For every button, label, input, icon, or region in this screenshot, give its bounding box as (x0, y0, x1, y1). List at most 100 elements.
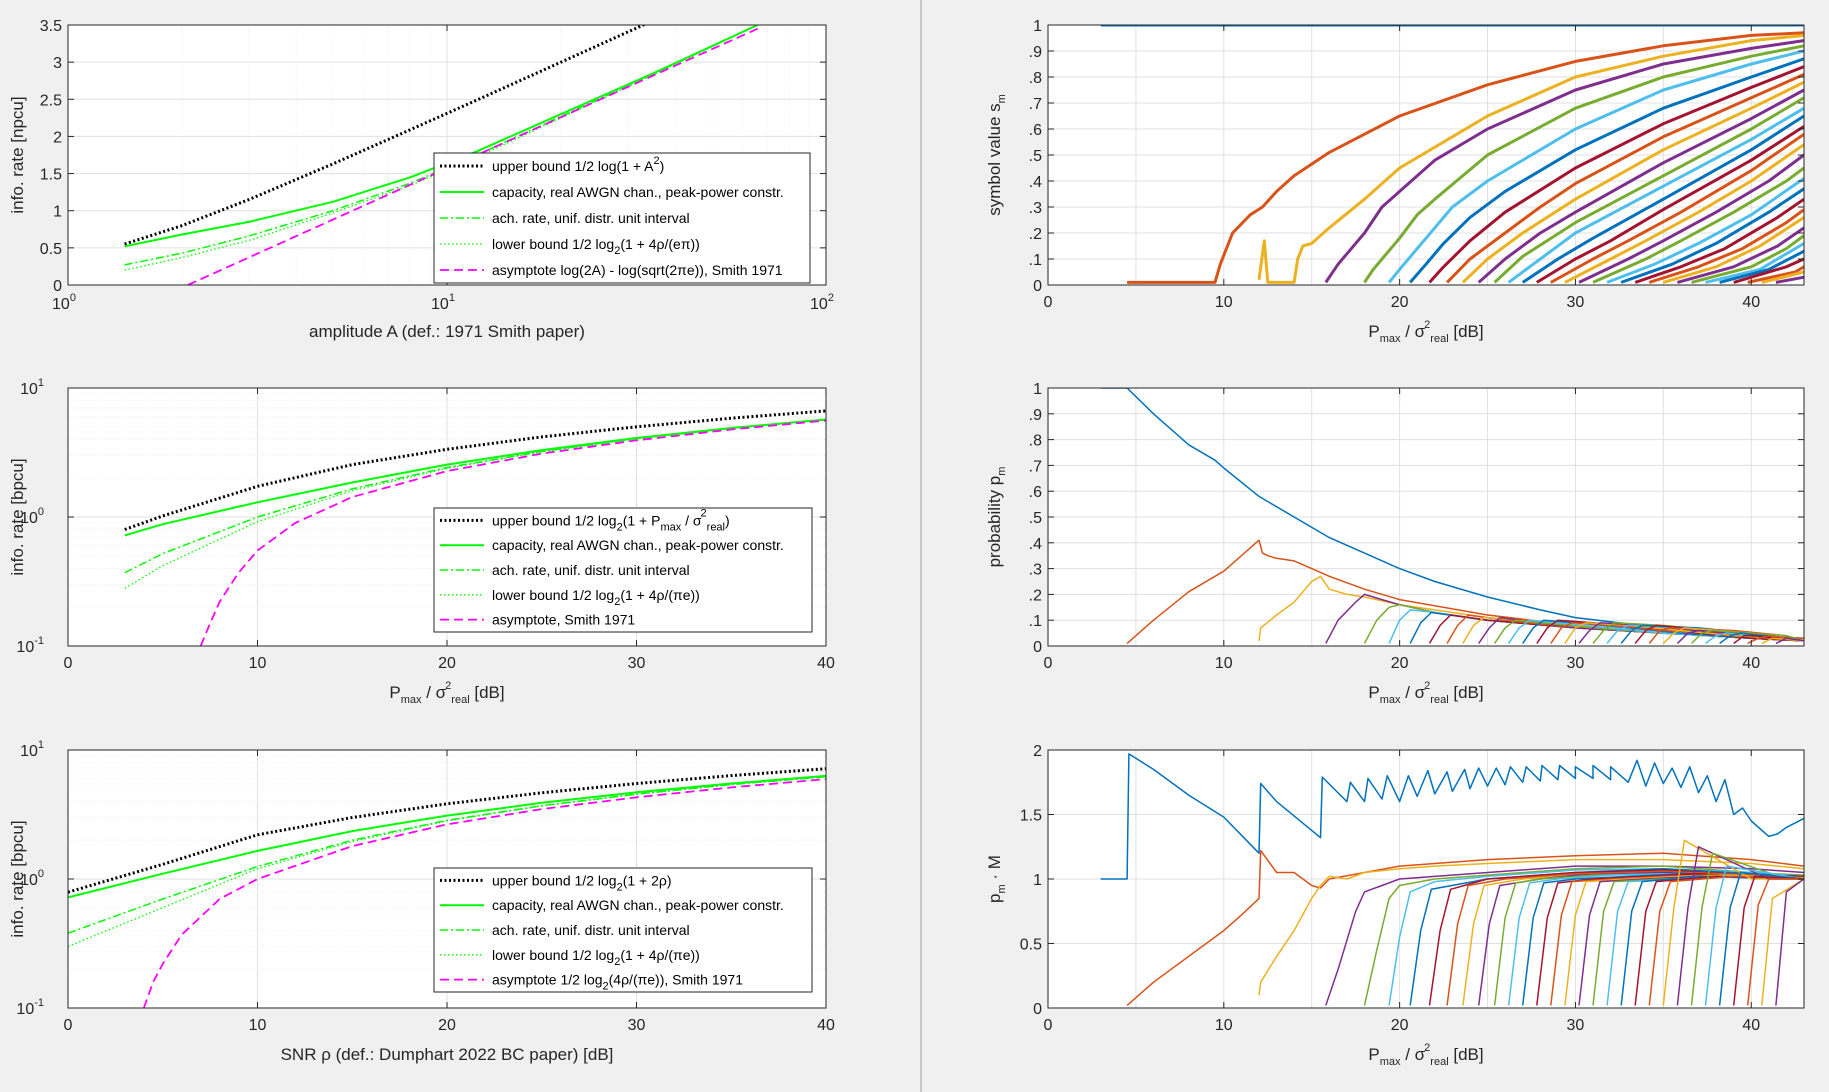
series-line-2 (1126, 849, 1804, 1006)
legend[interactable]: upper bound 1/2 log(1 + A2) capacity, rea… (433, 152, 811, 284)
y-axis-label: info. rate [bpcu] (8, 458, 27, 575)
series-line-1 (1100, 388, 1804, 640)
series-line-3 (124, 25, 758, 266)
series-line-27 (1704, 865, 1804, 1006)
x-axis-label: Pmax / σ2real [dB] (389, 680, 504, 706)
y-tick-label: 0 (1033, 278, 1042, 295)
series-line-9 (1446, 73, 1804, 284)
y-axis-label-group: pm · M (985, 855, 1008, 903)
series-line-28 (1719, 249, 1804, 284)
y-tick-label: 1 (53, 204, 62, 221)
x-axis-label: Pmax / σ2real [dB] (1368, 680, 1483, 706)
series-line-32 (1775, 637, 1804, 645)
series-line-5 (1363, 44, 1804, 284)
series-line-18 (1578, 153, 1804, 284)
y-axis-label-group: info. rate [npcu] (8, 96, 27, 213)
x-tick-label: 20 (438, 1017, 456, 1034)
y-tick-label: 0 (1033, 639, 1042, 656)
series-line-16 (1550, 132, 1804, 284)
chart-right-3: 0 10 20 30 40 0 0.5 1 1.5 2 Pmax / σ2real [dB] pm ·… (985, 743, 1805, 1068)
chart-left-1: 100 101 102 0 0.5 1 1.5 2 2.5 3 3.5 amplitude A (de… (8, 18, 834, 341)
legend-entry-label: upper bound 1/2 log(1 + A2) (492, 155, 664, 174)
y-tick-label: 10-1 (16, 635, 44, 656)
series-line-5 (142, 778, 826, 1008)
legend-entry-label: asymptote 1/2 log2(4ρ/(πe)), Smith 1971 (492, 972, 743, 993)
chart-right-1: 0 10 20 30 40 0 .1 .2 .3 .4 .5 .6 .7 .8 .9 1 Pmax / σ2re… (985, 18, 1805, 345)
y-tick-label: 0.5 (1020, 937, 1042, 954)
y-tick-label: .9 (1029, 407, 1042, 424)
series-line-2 (124, 25, 759, 248)
chart-right-2: 0 10 20 30 40 0 .1 .2 .3 .4 .5 .6 .7 .8 .9 1 Pmax / σ2re… (985, 381, 1805, 706)
y-axis-label-group: probability pm (985, 467, 1008, 568)
pane-divider[interactable] (920, 0, 922, 1092)
series-line-14 (1521, 114, 1804, 284)
legend[interactable]: upper bound 1/2 log2(1 + 2ρ) capacity, re… (433, 867, 813, 993)
x-tick-label: 30 (1567, 655, 1585, 672)
series-line-5 (199, 419, 826, 646)
x-tick-label: 30 (1567, 294, 1585, 311)
y-axis-label: symbol value sm (985, 94, 1008, 216)
x-tick-label: 101 (431, 292, 455, 313)
x-tick-label: 102 (810, 292, 834, 313)
x-tick-label: 30 (628, 655, 646, 672)
y-axis-label-group: info. rate [bpcu] (8, 458, 27, 575)
x-tick-label: 20 (1391, 1017, 1409, 1034)
y-tick-label: 2.5 (40, 92, 62, 109)
x-tick-label: 40 (817, 1017, 835, 1034)
series-group (1100, 753, 1804, 1006)
series-line-1 (124, 409, 826, 531)
y-tick-label: .2 (1029, 587, 1042, 604)
y-axis-label: pm · M (985, 855, 1008, 903)
y-tick-label: 3 (53, 55, 62, 72)
y-tick-label: 2 (53, 129, 62, 146)
series-line-32 (1775, 878, 1804, 1006)
series-line-31 (1761, 878, 1804, 1006)
series-line-4 (1324, 39, 1804, 284)
series-line-4 (68, 776, 826, 948)
y-tick-label: .8 (1029, 70, 1042, 87)
chart-left-3: 0 10 20 30 40 10-1 100 101 SNR ρ (def.: Dumphart… (8, 739, 835, 1064)
series-line-1 (124, 25, 647, 246)
y-tick-label: .5 (1029, 510, 1042, 527)
x-tick-label: 30 (628, 1017, 646, 1034)
y-tick-label: .9 (1029, 44, 1042, 61)
series-line-23 (1648, 208, 1804, 284)
chart-left-2: 0 10 20 30 40 10-1 100 101 Pmax / σ2real [dB] inf… (8, 377, 835, 706)
y-tick-label: .4 (1029, 536, 1042, 553)
series-line-30 (1747, 265, 1804, 284)
y-tick-label: 100 (20, 868, 44, 889)
y-tick-label: .2 (1029, 226, 1042, 243)
legend-entry-label: ach. rate, unif. distr. unit interval (492, 922, 690, 938)
legend-entry-label: upper bound 1/2 log2(1 + Pmax / σ2real) (492, 507, 730, 533)
legend[interactable]: upper bound 1/2 log2(1 + Pmax / σ2real) c… (433, 507, 813, 633)
y-tick-label: 1 (1033, 381, 1042, 398)
y-tick-label: 0.5 (40, 241, 62, 258)
series-line-27 (1705, 242, 1804, 284)
series-line-32 (1775, 275, 1804, 284)
legend-entry-label: upper bound 1/2 log2(1 + 2ρ) (492, 872, 672, 893)
series-line-21 (1620, 187, 1804, 284)
y-tick-label: 0 (53, 278, 62, 295)
y-tick-label: .6 (1029, 122, 1042, 139)
y-tick-label: .1 (1029, 613, 1042, 630)
legend-entry-label: capacity, real AWGN chan., peak-power co… (492, 184, 784, 200)
series-line-4 (124, 418, 826, 589)
x-tick-label: 10 (1215, 1017, 1233, 1034)
series-line-7 (1409, 57, 1804, 284)
x-axis-label: Pmax / σ2real [dB] (1368, 1042, 1483, 1068)
series-line-25 (1676, 226, 1804, 284)
y-axis-label: info. rate [bpcu] (8, 820, 27, 937)
series-line-29 (1733, 257, 1804, 284)
x-axis-label: amplitude A (def.: 1971 Smith paper) (309, 322, 585, 341)
x-tick-label: 10 (249, 655, 267, 672)
series-line-29 (1732, 875, 1804, 1006)
legend-entry-label: ach. rate, unif. distr. unit interval (492, 562, 690, 578)
series-line-1 (1100, 753, 1804, 880)
x-tick-label: 0 (1044, 1017, 1053, 1034)
x-tick-label: 10 (1215, 294, 1233, 311)
series-line-22 (1634, 197, 1804, 284)
y-tick-label: 101 (20, 377, 44, 398)
x-tick-label: 40 (1742, 655, 1760, 672)
x-axis-label: Pmax / σ2real [dB] (1368, 319, 1483, 345)
